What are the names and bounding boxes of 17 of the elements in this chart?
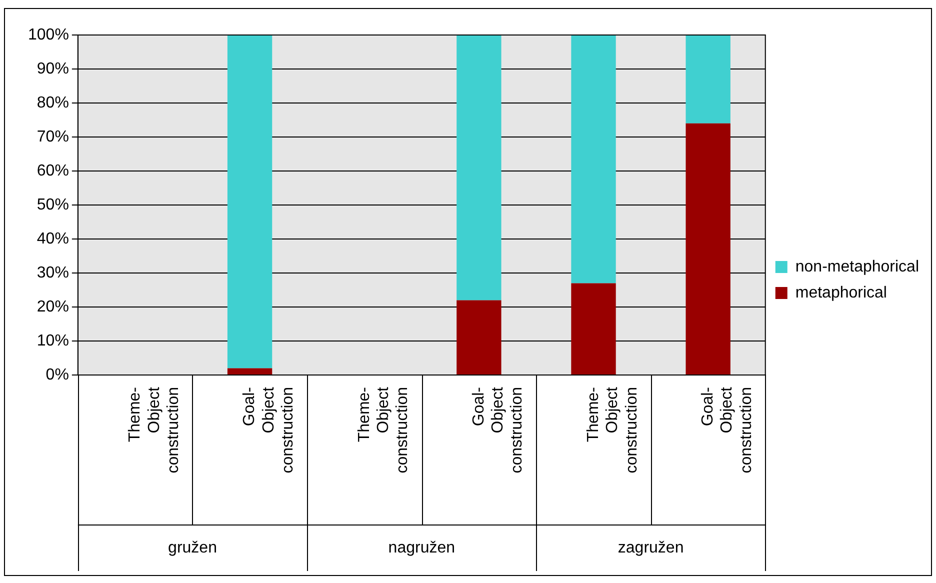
x-tick-label: Theme-Object construction <box>126 386 182 474</box>
y-tick-label: 40% <box>36 230 69 248</box>
y-tick-label: 0% <box>46 366 69 384</box>
y-tick-label: 10% <box>36 332 69 350</box>
y-tick-label: 80% <box>36 94 69 112</box>
legend-label: non-metaphorical <box>795 258 919 276</box>
y-tick-label: 50% <box>36 196 69 214</box>
y-tick-label: 90% <box>36 60 69 78</box>
y-tick-label: 30% <box>36 264 69 282</box>
text: nagružen <box>388 539 456 556</box>
text: gružen <box>168 539 217 556</box>
y-tick-label: 20% <box>36 298 69 316</box>
text: zagružen <box>618 539 684 556</box>
y-tick-label: 70% <box>36 128 69 146</box>
legend-label: metaphorical <box>795 284 887 302</box>
y-tick-label: 100% <box>28 26 69 44</box>
y-tick-label: 60% <box>36 162 69 180</box>
